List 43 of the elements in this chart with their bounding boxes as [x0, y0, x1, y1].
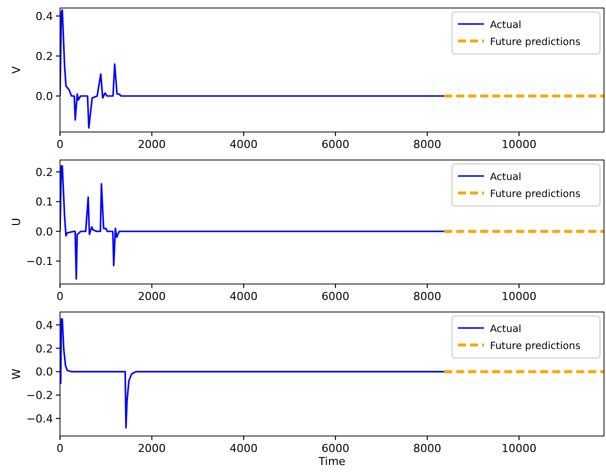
y-axis-title: W	[10, 368, 23, 380]
legend-label: Future predictions	[490, 341, 580, 352]
x-tick-label: 10000	[502, 138, 537, 151]
x-tick-label: 8000	[413, 138, 442, 151]
y-tick-label: 0.2	[36, 50, 53, 63]
x-tick-label: 2000	[138, 290, 166, 303]
x-tick-label: 2000	[138, 442, 166, 455]
x-tick-label: 0	[56, 138, 64, 151]
line-series	[60, 318, 446, 429]
y-tick-label: 0.4	[36, 10, 53, 23]
x-tick-label: 10000	[502, 442, 537, 455]
legend-label: Future predictions	[490, 37, 580, 48]
line-series	[60, 165, 446, 280]
x-tick-label: 6000	[321, 290, 350, 303]
legend-label: Actual	[490, 172, 522, 183]
x-tick-label: 0	[56, 290, 64, 303]
x-tick-label: 4000	[230, 138, 258, 151]
x-axis-title: Time	[318, 455, 346, 468]
y-tick-label: 0.0	[36, 90, 53, 103]
y-tick-label: 0.1	[36, 196, 53, 209]
y-tick-label: 0.0	[36, 225, 53, 238]
y-tick-label: −0.4	[26, 412, 53, 426]
x-tick-label: 10000	[502, 290, 537, 303]
x-tick-label: 8000	[413, 290, 442, 303]
x-tick-label: 6000	[321, 442, 350, 455]
y-tick-label: −0.1	[26, 255, 53, 268]
y-axis-title: U	[10, 218, 23, 226]
y-axis-title: V	[10, 66, 23, 74]
y-tick-label: 0.2	[36, 342, 53, 356]
y-tick-label: 0.2	[36, 166, 53, 179]
legend-label: Future predictions	[490, 189, 580, 200]
x-tick-label: 4000	[230, 290, 258, 303]
y-tick-label: 0.4	[36, 318, 53, 332]
x-tick-label: 0	[56, 442, 64, 455]
x-tick-label: 4000	[230, 442, 258, 455]
x-tick-label: 6000	[321, 138, 350, 151]
legend-label: Actual	[490, 324, 522, 335]
x-tick-label: 2000	[138, 138, 166, 151]
legend-label: Actual	[490, 20, 522, 31]
y-tick-label: 0.0	[36, 366, 53, 379]
y-tick-label: −0.2	[26, 389, 53, 402]
x-tick-label: 8000	[413, 442, 442, 455]
line-series	[60, 9, 446, 129]
